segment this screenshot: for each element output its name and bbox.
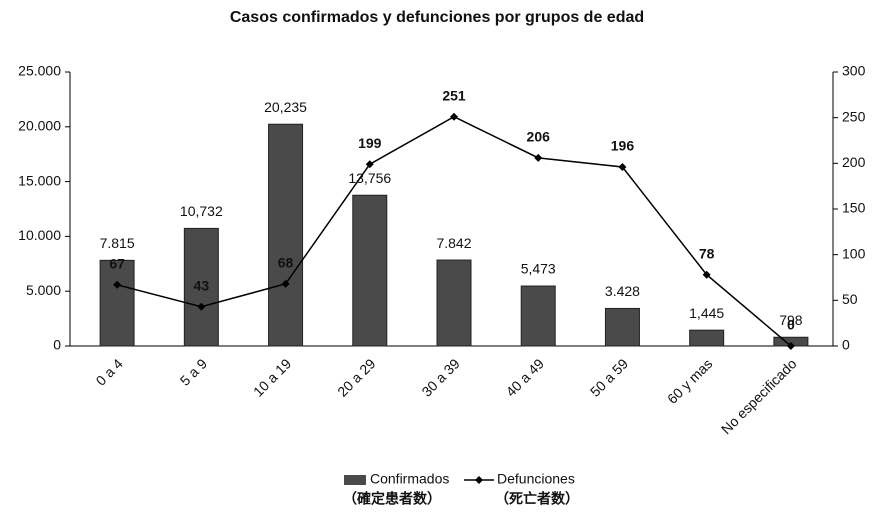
death-value-label: 78 — [699, 245, 715, 261]
x-tick-label: 0 a 4 — [93, 355, 126, 388]
x-tick-label: 50 a 59 — [587, 355, 631, 399]
y2-tick-label: 200 — [842, 154, 866, 170]
legend-marker — [475, 476, 483, 484]
death-marker — [365, 160, 374, 169]
legend-swatch — [344, 475, 366, 485]
bar-value-label: 1,445 — [689, 305, 724, 321]
bar-value-label: 3.428 — [605, 283, 640, 299]
death-marker — [786, 342, 795, 350]
y-tick-label: 5.000 — [26, 282, 61, 298]
x-tick-label: 10 a 19 — [250, 355, 294, 399]
x-tick-label: 5 a 9 — [177, 355, 210, 388]
bar — [436, 259, 472, 347]
y2-tick-label: 150 — [842, 200, 866, 216]
death-value-label: 43 — [194, 277, 210, 293]
legend-note: （死亡者数） — [495, 491, 579, 507]
x-tick-label: 20 a 29 — [334, 355, 378, 399]
y2-tick-label: 50 — [842, 291, 858, 307]
bar-value-label: 7.815 — [100, 235, 135, 251]
death-value-label: 67 — [109, 256, 125, 272]
legend-label: Confirmados — [370, 471, 449, 487]
death-marker — [450, 112, 458, 121]
death-marker — [618, 162, 627, 171]
y2-tick-label: 0 — [842, 337, 850, 353]
x-tick-label: No especificado — [718, 355, 800, 437]
bar-value-label: 7.842 — [436, 235, 471, 251]
legend-label: Defunciones — [497, 471, 575, 487]
y-tick-label: 25.000 — [18, 63, 61, 79]
death-marker — [534, 153, 543, 162]
death-value-label: 206 — [527, 129, 551, 145]
death-marker — [113, 280, 122, 289]
y-tick-label: 0 — [53, 337, 61, 353]
bar — [520, 285, 556, 347]
bar — [604, 307, 640, 347]
legend-note: （確定患者数） — [343, 491, 441, 507]
bar — [99, 259, 135, 347]
death-value-label: 251 — [442, 87, 466, 103]
bar-value-label: 5,473 — [521, 261, 556, 277]
bar-value-label: 10,732 — [180, 203, 223, 219]
chart-title: Casos confirmados y defunciones por grup… — [230, 9, 644, 26]
y2-tick-label: 300 — [842, 63, 866, 79]
y2-tick-label: 250 — [842, 108, 866, 124]
bar — [268, 123, 304, 347]
x-tick-label: 30 a 39 — [418, 355, 462, 399]
death-marker — [281, 279, 290, 288]
death-marker — [197, 302, 206, 311]
bar-value-label: 20,235 — [264, 99, 307, 115]
death-value-label: 199 — [358, 135, 382, 151]
bar — [689, 329, 725, 347]
y-tick-label: 20.000 — [18, 118, 61, 134]
death-marker — [702, 270, 711, 279]
y-tick-label: 15.000 — [18, 172, 61, 188]
bar — [352, 194, 388, 347]
x-tick-label: 60 y mas — [664, 355, 715, 406]
death-value-label: 68 — [278, 255, 294, 271]
bar-value-label: 13,756 — [348, 170, 391, 186]
y-tick-label: 10.000 — [18, 227, 61, 243]
bar — [183, 227, 219, 347]
death-value-label: 0 — [787, 317, 795, 333]
y2-tick-label: 100 — [842, 245, 866, 261]
bar-value-label: 798 — [779, 312, 803, 328]
death-value-label: 196 — [611, 138, 635, 154]
x-tick-label: 40 a 49 — [503, 355, 547, 399]
